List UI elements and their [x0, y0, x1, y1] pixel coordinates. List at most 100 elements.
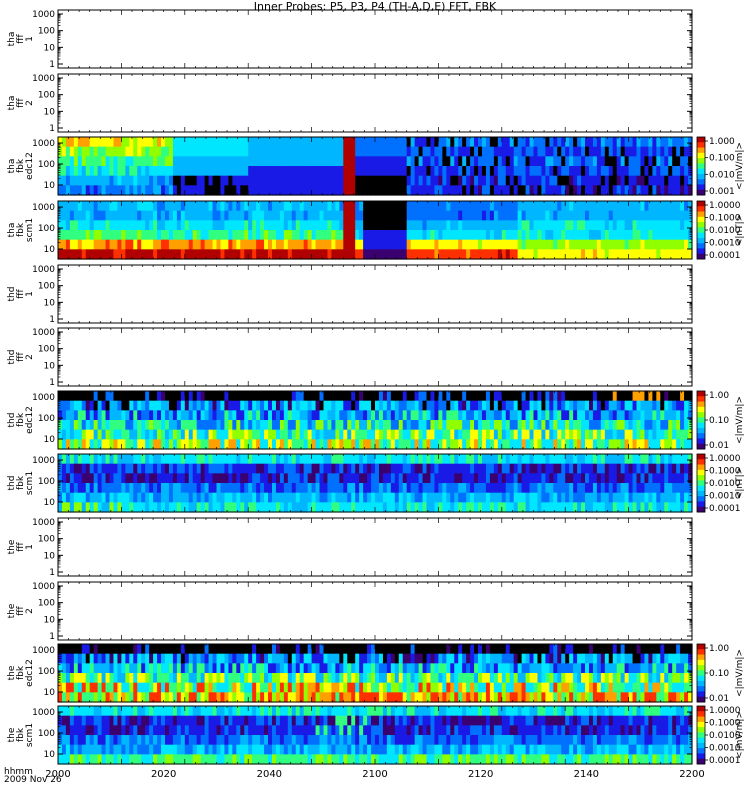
heatmap-cell: [113, 439, 119, 450]
heatmap-cell: [382, 492, 388, 503]
heatmap-cell: [271, 429, 277, 440]
heatmap-cell: [541, 463, 546, 474]
heatmap-cell: [109, 454, 115, 465]
heatmap-cell: [652, 201, 657, 212]
heatmap-cell: [489, 137, 495, 148]
heatmap-cell: [410, 420, 416, 431]
heatmap-cell: [410, 220, 416, 231]
heatmap-cell: [307, 156, 313, 167]
heatmap-cell: [359, 185, 364, 196]
heatmap-cell: [264, 463, 269, 474]
heatmap-cell: [386, 439, 392, 450]
heatmap-cell: [426, 146, 432, 157]
heatmap-cell: [549, 239, 554, 250]
heatmap-cell: [347, 463, 352, 474]
heatmap-cell: [668, 137, 673, 148]
heatmap-cell: [311, 400, 317, 411]
heatmap-cell: [537, 146, 543, 157]
heatmap-cell: [121, 146, 126, 157]
heatmap-cell: [573, 429, 578, 440]
heatmap-cell: [61, 220, 67, 231]
heatmap-cell: [648, 166, 653, 177]
heatmap-cell: [327, 483, 333, 494]
heatmap-cell: [592, 439, 598, 450]
heatmap-cell: [596, 400, 602, 411]
heatmap-cell: [628, 166, 634, 177]
heatmap-cell: [450, 473, 455, 484]
heatmap-cell: [438, 220, 443, 231]
heatmap-cell: [604, 185, 610, 196]
heatmap-cell: [109, 439, 115, 450]
heatmap-cell: [327, 429, 333, 440]
heatmap-cell: [573, 175, 578, 186]
heatmap-cell: [620, 420, 626, 431]
heatmap-cell: [184, 230, 190, 241]
heatmap-cell: [644, 439, 650, 450]
heatmap-cell: [434, 185, 439, 196]
heatmap-cell: [569, 146, 574, 157]
heatmap-cell: [442, 210, 447, 221]
heatmap-cell: [577, 220, 582, 231]
heatmap-cell: [161, 420, 166, 431]
heatmap-cell: [307, 420, 313, 431]
heatmap-cell: [149, 454, 154, 465]
heatmap-cell: [315, 429, 321, 440]
heatmap-cell: [612, 429, 618, 440]
heatmap-cell: [149, 220, 154, 231]
heatmap-cell: [184, 429, 190, 440]
heatmap-cell: [339, 463, 344, 474]
heatmap-cell: [565, 502, 570, 513]
heatmap-cell: [188, 410, 194, 421]
heatmap-cell: [359, 429, 364, 440]
heatmap-cell: [303, 492, 309, 503]
heatmap-cell: [529, 185, 535, 196]
y-tick-label: 100: [38, 91, 55, 101]
heatmap-cell: [200, 210, 206, 221]
heatmap-cell: [283, 239, 289, 250]
heatmap-cell: [335, 220, 340, 231]
colorbar-swatch: [697, 179, 705, 185]
heatmap-cell: [180, 166, 186, 177]
heatmap-cell: [688, 146, 693, 157]
heatmap-cell: [398, 185, 404, 196]
heatmap-cell: [236, 391, 241, 402]
heatmap-cell: [228, 410, 233, 421]
heatmap-cell: [616, 146, 622, 157]
heatmap-cell: [240, 473, 245, 484]
heatmap-cell: [188, 137, 194, 148]
heatmap-cell: [529, 175, 535, 186]
heatmap-cell: [549, 146, 554, 157]
heatmap-cell: [311, 210, 317, 221]
heatmap-cell: [161, 429, 166, 440]
heatmap-cell: [252, 137, 257, 148]
heatmap-cell: [164, 400, 170, 411]
heatmap-cell: [204, 420, 210, 431]
heatmap-cell: [359, 400, 364, 411]
heatmap-cell: [592, 156, 598, 167]
heatmap-cell: [501, 420, 507, 431]
heatmap-cell: [426, 156, 432, 167]
heatmap-cell: [462, 201, 467, 212]
heatmap-cell: [600, 201, 606, 212]
heatmap-cell: [394, 249, 400, 260]
heatmap-cell: [168, 473, 174, 484]
heatmap-cell: [398, 210, 404, 221]
heatmap-cell: [204, 492, 210, 503]
heatmap-cell: [446, 420, 451, 431]
heatmap-cell: [406, 473, 412, 484]
heatmap-cell: [386, 483, 392, 494]
heatmap-cell: [497, 492, 503, 503]
heatmap-cell: [85, 454, 91, 465]
colorbar-swatch: [697, 147, 705, 154]
heatmap-cell: [168, 166, 174, 177]
heatmap-cell: [81, 492, 87, 503]
heatmap-cell: [137, 454, 142, 465]
heatmap-cell: [295, 410, 301, 421]
heatmap-cell: [291, 420, 297, 431]
heatmap-cell: [557, 249, 562, 260]
heatmap-cell: [505, 156, 511, 167]
heatmap-cell: [644, 249, 650, 260]
heatmap-cell: [220, 156, 226, 167]
heatmap-cell: [244, 185, 249, 196]
